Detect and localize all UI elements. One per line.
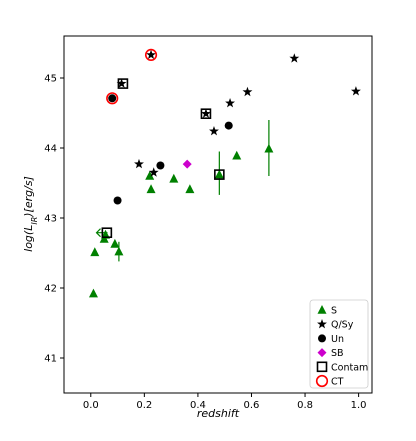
point-q-sy	[209, 126, 219, 136]
legend-box	[309, 299, 369, 389]
point-s	[185, 184, 195, 194]
legend-label-q-sy: Q/Sy	[331, 320, 354, 331]
point-un	[224, 121, 233, 130]
point-ct	[106, 92, 119, 105]
point-contam	[200, 108, 212, 119]
point-q-sy	[116, 78, 127, 88]
legend-label-contam: Contam	[331, 362, 368, 373]
y-tick-label: 44	[44, 144, 57, 155]
legend-marker-ct	[315, 374, 329, 388]
point-s	[145, 171, 155, 180]
legend-label-un: Un	[331, 334, 344, 345]
legend-marker-sb	[317, 348, 327, 358]
y-axis-ticks: 41 42 43 44 45	[44, 74, 64, 365]
point-s	[88, 288, 98, 298]
x-tick-label: 1.0	[351, 400, 367, 411]
data-points	[88, 48, 361, 298]
x-tick-label: 0.8	[297, 400, 313, 411]
point-sb	[182, 159, 192, 169]
legend: S Q/Sy Un SB Contam CT	[309, 299, 369, 389]
point-q-sy	[242, 86, 253, 97]
y-tick-label: 45	[44, 74, 57, 85]
point-s	[110, 238, 120, 248]
point-q-sy	[148, 167, 159, 177]
point-s	[90, 247, 100, 257]
point-s	[146, 184, 156, 194]
legend-label-sb: SB	[331, 348, 344, 359]
x-axis-ticks: 0.0 0.2 0.4 0.6 0.8 1.0	[83, 393, 367, 411]
x-axis-label: redshift	[197, 407, 240, 420]
point-s	[169, 173, 179, 183]
legend-marker-un	[318, 334, 326, 343]
point-contam	[101, 227, 113, 238]
point-q-sy	[350, 86, 361, 96]
point-un	[113, 196, 122, 205]
point-q-sy	[201, 108, 211, 118]
y-tick-label: 41	[44, 354, 57, 365]
legend-marker-contam	[316, 361, 328, 373]
point-q-sy	[146, 49, 156, 60]
point-q-sy	[134, 158, 144, 169]
x-tick-label: 0.0	[83, 400, 99, 411]
point-ct	[144, 48, 158, 62]
point-contam	[214, 169, 225, 180]
point-s	[264, 143, 274, 153]
error-bars	[95, 120, 270, 262]
point-s	[214, 169, 224, 179]
point-s	[114, 246, 124, 256]
legend-label-s: S	[331, 306, 337, 317]
point-un	[108, 94, 117, 103]
y-tick-label: 43	[44, 214, 57, 225]
legend-label-ct: CT	[331, 377, 344, 388]
y-tick-label: 42	[44, 284, 57, 295]
x-tick-label: 0.6	[244, 400, 260, 411]
point-un	[156, 161, 165, 170]
x-tick-label: 0.4	[190, 400, 206, 411]
plot-frame	[63, 35, 373, 394]
point-q-sy	[289, 53, 300, 63]
point-s	[232, 150, 242, 160]
x-tick-label: 0.2	[136, 400, 152, 411]
y-axis-label: log(LIR)[erg/s]	[22, 176, 39, 252]
point-q-sy	[225, 98, 235, 108]
legend-marker-s	[317, 305, 327, 314]
point-contam	[117, 78, 129, 89]
legend-marker-q-sy	[317, 319, 327, 329]
